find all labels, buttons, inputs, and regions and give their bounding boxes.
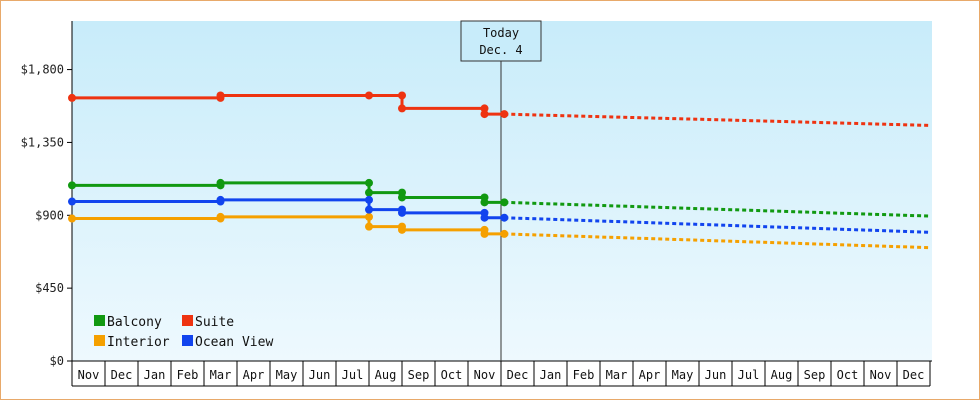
series-suite xyxy=(68,91,931,127)
x-tick-label: Dec xyxy=(507,368,529,382)
plot-background xyxy=(72,21,932,361)
x-tick-label: Feb xyxy=(177,368,199,382)
today-marker: Today Dec. 4 xyxy=(460,20,542,361)
data-point xyxy=(68,214,76,223)
x-tick-label: Sep xyxy=(804,368,826,382)
x-tick-label: Dec xyxy=(903,368,925,382)
data-point xyxy=(398,225,406,234)
x-tick-label: Jul xyxy=(342,368,364,382)
y-axis: $1,800 $1,350 $900 $450 $0 xyxy=(21,21,73,368)
y-tick-label: $0 xyxy=(50,354,64,368)
x-tick-label: Jan xyxy=(144,368,166,382)
y-tick-label: $450 xyxy=(35,281,64,295)
x-tick-label: Jun xyxy=(705,368,727,382)
x-tick-label: Jan xyxy=(540,368,562,382)
series-layer xyxy=(68,91,931,250)
legend-swatch-ocean-view xyxy=(182,335,193,346)
data-point xyxy=(365,195,373,204)
data-point xyxy=(480,198,489,207)
x-tick-label: Mar xyxy=(210,368,232,382)
data-point xyxy=(480,110,489,119)
x-tick-label: Nov xyxy=(474,368,496,382)
forecast-line-suite xyxy=(504,112,931,127)
x-tick-label: Aug xyxy=(771,368,793,382)
data-point xyxy=(365,178,373,187)
x-tick-label: Jun xyxy=(309,368,331,382)
legend-swatch-balcony xyxy=(94,315,105,326)
x-tick-label: Mar xyxy=(606,368,628,382)
data-point xyxy=(365,205,373,214)
legend-swatch-suite xyxy=(182,315,193,326)
x-tick-label: Aug xyxy=(375,368,397,382)
data-point xyxy=(216,212,225,221)
legend-swatch-interior xyxy=(94,335,105,346)
x-tick-label: Oct xyxy=(837,368,859,382)
legend-label-ocean-view: Ocean View xyxy=(195,335,273,350)
y-tick-label: $1,800 xyxy=(21,63,64,77)
x-tick-label: May xyxy=(672,368,694,382)
x-tick-label: Apr xyxy=(243,368,265,382)
x-tick-label: Apr xyxy=(639,368,661,382)
forecast-line-ocean-view xyxy=(504,216,931,234)
data-point xyxy=(365,91,373,100)
x-tick-label: Jul xyxy=(738,368,760,382)
data-point xyxy=(68,197,76,206)
x-axis: Nov Dec Jan Feb Mar Apr May Jun Jul Aug Sep Oct Nov D… xyxy=(71,360,932,387)
data-point xyxy=(398,104,406,113)
x-tick-label: Nov xyxy=(78,368,100,382)
today-box xyxy=(460,20,542,62)
data-point xyxy=(216,195,225,204)
legend-label-balcony: Balcony xyxy=(107,315,162,330)
x-tick-label: Oct xyxy=(441,368,463,382)
legend-label-interior: Interior xyxy=(107,335,170,350)
data-point xyxy=(216,91,225,100)
data-point xyxy=(500,198,509,207)
legend: Balcony Suite Interior Ocean View xyxy=(94,315,273,350)
data-point xyxy=(480,104,489,113)
data-point xyxy=(500,213,509,222)
x-tick-label: Nov xyxy=(870,368,892,382)
data-point xyxy=(500,229,509,238)
data-point xyxy=(398,193,406,202)
forecast-line-balcony xyxy=(504,200,931,218)
data-point xyxy=(398,91,406,100)
data-point xyxy=(500,110,509,119)
y-tick-label: $900 xyxy=(35,208,64,222)
x-tick-label: Feb xyxy=(573,368,595,382)
series-ocean-view xyxy=(68,195,931,234)
data-point xyxy=(365,212,373,221)
data-point xyxy=(480,229,489,238)
data-point xyxy=(365,188,373,197)
data-point xyxy=(365,222,373,231)
x-tick-label: Sep xyxy=(408,368,430,382)
today-label: Today xyxy=(483,26,519,40)
series-interior xyxy=(68,212,931,250)
data-point xyxy=(216,178,225,187)
data-point xyxy=(68,181,76,190)
y-tick-label: $1,350 xyxy=(21,135,64,149)
legend-label-suite: Suite xyxy=(195,315,234,330)
x-tick-label: Dec xyxy=(111,368,133,382)
forecast-line-interior xyxy=(504,232,931,250)
x-tick-label: May xyxy=(276,368,298,382)
data-point xyxy=(68,93,76,102)
data-point xyxy=(480,213,489,222)
data-point xyxy=(398,208,406,217)
series-balcony xyxy=(68,178,931,218)
today-date: Dec. 4 xyxy=(479,43,522,57)
